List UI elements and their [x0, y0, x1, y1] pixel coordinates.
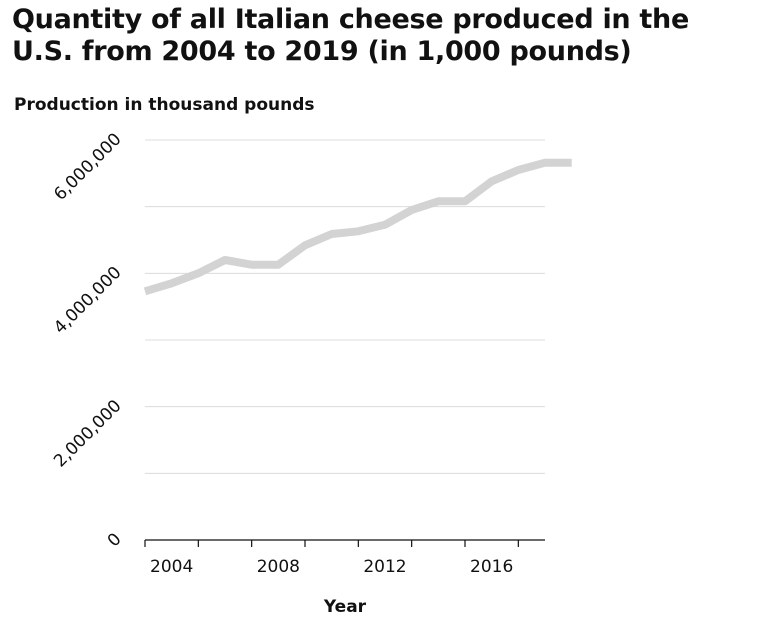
- series-line: [143, 158, 572, 296]
- y-tick-label: 4,000,000: [50, 263, 125, 338]
- y-tick-label: 2,000,000: [50, 396, 125, 471]
- y-tick-label: 6,000,000: [50, 129, 125, 204]
- grid-lines: [145, 139, 545, 474]
- x-tick-label: 2012: [363, 557, 406, 577]
- y-tick-label: 0: [104, 529, 126, 551]
- series-group: [143, 158, 572, 296]
- y-axis-label: Production in thousand pounds: [14, 95, 315, 115]
- x-axis-label: Year: [323, 597, 367, 617]
- axes: [144, 539, 545, 547]
- x-tick-label: 2004: [150, 557, 193, 577]
- chart-title: Quantity of all Italian cheese produced …: [12, 4, 689, 67]
- x-tick-labels: 2004 2008 2012 2016: [150, 557, 513, 577]
- x-tick-label: 2016: [470, 557, 513, 577]
- y-tick-labels: 0 2,000,000 4,000,000 6,000,000: [50, 129, 125, 551]
- x-tick-label: 2008: [257, 557, 300, 577]
